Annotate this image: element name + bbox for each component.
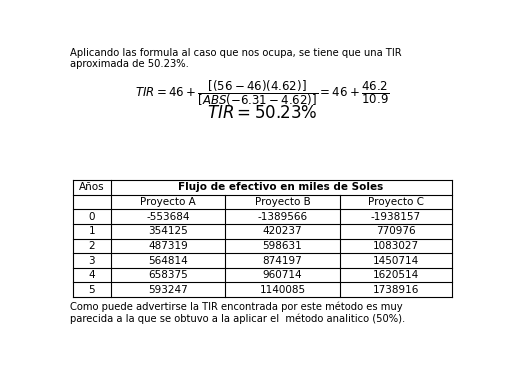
Text: 658375: 658375: [148, 270, 188, 280]
Text: 1: 1: [89, 226, 95, 236]
Text: Proyecto C: Proyecto C: [368, 197, 424, 207]
Text: Flujo de efectivo en miles de Soles: Flujo de efectivo en miles de Soles: [178, 182, 383, 192]
Text: 354125: 354125: [148, 226, 188, 236]
Text: 1738916: 1738916: [373, 285, 419, 295]
Text: 2: 2: [89, 241, 95, 251]
Text: Años: Años: [79, 182, 105, 192]
Text: 593247: 593247: [148, 285, 188, 295]
Text: Aplicando las formula al caso que nos ocupa, se tiene que una TIR
aproximada de : Aplicando las formula al caso que nos oc…: [70, 48, 402, 69]
Text: 0: 0: [89, 212, 95, 222]
Text: 487319: 487319: [148, 241, 188, 251]
Text: -1389566: -1389566: [258, 212, 308, 222]
Text: 960714: 960714: [263, 270, 303, 280]
Text: -553684: -553684: [146, 212, 189, 222]
Text: 874197: 874197: [263, 255, 303, 265]
Text: 1450714: 1450714: [373, 255, 419, 265]
Text: 5: 5: [89, 285, 95, 295]
Text: $\mathit{TIR} = 46 + \dfrac{[(56-46)(4.62)]}{[\mathit{ABS}(-6.31-4.62)]} = 46 + : $\mathit{TIR} = 46 + \dfrac{[(56-46)(4.6…: [135, 78, 390, 108]
Text: Proyecto B: Proyecto B: [254, 197, 310, 207]
Text: 1140085: 1140085: [260, 285, 306, 295]
Text: Proyecto A: Proyecto A: [140, 197, 196, 207]
Text: 1620514: 1620514: [373, 270, 419, 280]
Text: 420237: 420237: [263, 226, 303, 236]
Text: 770976: 770976: [376, 226, 416, 236]
Text: 564814: 564814: [148, 255, 188, 265]
Text: $\mathit{TIR} = 50.23\%$: $\mathit{TIR} = 50.23\%$: [207, 105, 317, 122]
Text: 4: 4: [89, 270, 95, 280]
Text: -1938157: -1938157: [371, 212, 421, 222]
Text: Como puede advertirse la TIR encontrada por este método es muy
parecida a la que: Como puede advertirse la TIR encontrada …: [70, 302, 406, 324]
Text: 3: 3: [89, 255, 95, 265]
Text: 1083027: 1083027: [373, 241, 419, 251]
Text: 598631: 598631: [263, 241, 303, 251]
